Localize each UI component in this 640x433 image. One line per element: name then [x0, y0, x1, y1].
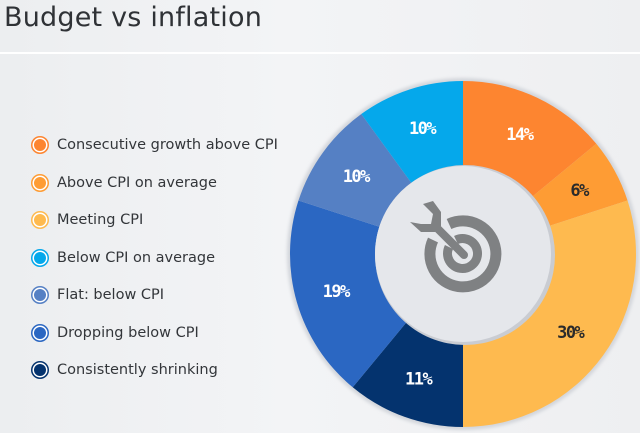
legend-label: Above CPI on average	[57, 174, 217, 191]
title-divider	[0, 52, 640, 54]
slice-label: 11%	[405, 370, 433, 390]
legend-label: Dropping below CPI	[57, 324, 199, 341]
legend-swatch-icon	[31, 323, 49, 342]
donut-slices	[290, 81, 636, 427]
target-arrow-icon	[410, 201, 502, 293]
donut-slice	[352, 321, 463, 427]
slice-label: 19%	[323, 282, 351, 302]
donut-slice	[361, 81, 463, 183]
legend-swatch-icon	[31, 173, 49, 192]
donut-slice	[530, 143, 628, 227]
legend-swatch-icon	[31, 136, 49, 154]
legend-swatch-icon	[31, 286, 49, 304]
legend-swatch-icon	[31, 211, 49, 229]
legend-label: Flat: below CPI	[57, 287, 165, 303]
legend-label: Consistently shrinking	[57, 362, 218, 378]
legend-item: Consecutive growth above CPI	[31, 133, 278, 157]
slice-labels: 14% 6% 30% 11% 19% 10% 10%	[323, 119, 592, 390]
slice-label: 6%	[570, 181, 590, 201]
legend-label: Below CPI on average	[57, 249, 216, 266]
legend-swatch-icon	[31, 248, 49, 267]
legend-item: Flat: below CPI	[31, 283, 164, 307]
legend-item: Dropping below CPI	[31, 321, 199, 345]
legend-item: Above CPI on average	[31, 171, 217, 195]
legend-item: Consistently shrinking	[31, 358, 218, 382]
slice-label: 30%	[557, 323, 585, 343]
chart-title: Budget vs inflation	[4, 2, 263, 33]
donut-slice	[298, 114, 412, 227]
donut-slice	[463, 200, 636, 427]
legend-item: Meeting CPI	[31, 208, 143, 232]
slice-label: 10%	[409, 119, 437, 139]
slice-label: 14%	[506, 125, 534, 145]
donut-slice	[290, 200, 407, 388]
legend-item: Below CPI on average	[31, 246, 215, 270]
legend-label: Meeting CPI	[57, 212, 144, 228]
legend-swatch-icon	[31, 361, 49, 379]
legend-label: Consecutive growth above CPI	[57, 137, 278, 153]
donut-slice	[463, 81, 597, 198]
slice-label: 10%	[343, 167, 371, 187]
